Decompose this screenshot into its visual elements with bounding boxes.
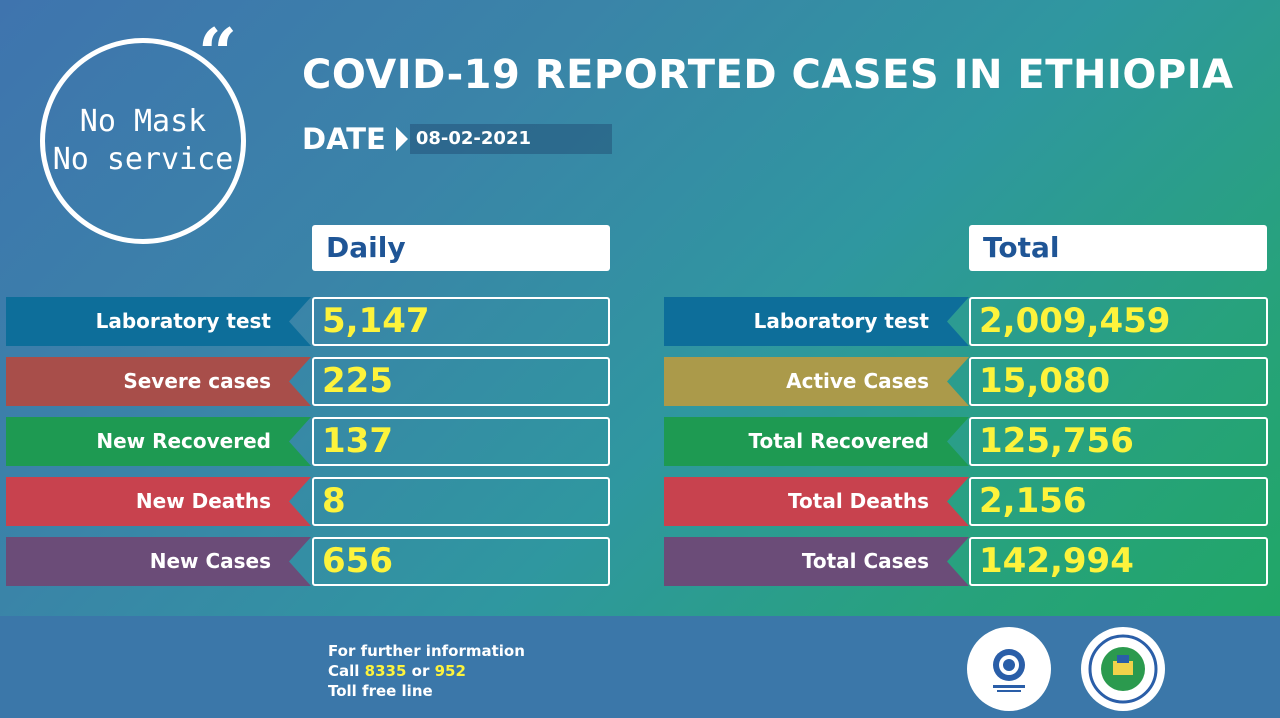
badge-line-1: No Mask: [79, 104, 207, 139]
total-stat-value: 125,756: [969, 417, 1268, 466]
daily-stat-label: New Deaths: [6, 477, 311, 526]
footer-call-line: Call 8335 or 952: [328, 661, 525, 681]
daily-stat-row: New Recovered 137: [6, 417, 610, 466]
total-header: Total: [969, 225, 1267, 271]
hotline-number-1: 8335: [364, 662, 407, 680]
daily-stat-label: Laboratory test: [6, 297, 311, 346]
total-stat-label: Laboratory test: [664, 297, 969, 346]
total-stat-row: Total Deaths 2,156: [664, 477, 1268, 526]
moh-emblem-icon: [993, 649, 1025, 692]
daily-header: Daily: [312, 225, 610, 271]
daily-stat-label: New Cases: [6, 537, 311, 586]
total-stat-value: 2,156: [969, 477, 1268, 526]
page-title: COVID-19 REPORTED CASES IN ETHIOPIA: [302, 52, 1234, 98]
total-stat-label: Total Recovered: [664, 417, 969, 466]
total-stat-label: Total Deaths: [664, 477, 969, 526]
quote-mark: “: [198, 14, 238, 94]
daily-stat-value: 137: [312, 417, 610, 466]
daily-stat-row: New Cases 656: [6, 537, 610, 586]
hotline-number-2: 952: [434, 662, 466, 680]
daily-stat-row: Severe cases 225: [6, 357, 610, 406]
total-stat-value: 2,009,459: [969, 297, 1268, 346]
daily-stat-label: Severe cases: [6, 357, 311, 406]
footer-bar: [0, 616, 1280, 718]
ephi-logo: [1081, 627, 1165, 711]
footer-contact-info: For further information Call 8335 or 952…: [328, 641, 525, 701]
daily-stat-value: 656: [312, 537, 610, 586]
badge-line-2: No service: [52, 142, 234, 177]
total-stat-label: Total Cases: [664, 537, 969, 586]
total-stat-label: Active Cases: [664, 357, 969, 406]
daily-stat-row: Laboratory test 5,147: [6, 297, 610, 346]
daily-stat-label: New Recovered: [6, 417, 311, 466]
footer-or: or: [411, 662, 430, 680]
total-stat-value: 142,994: [969, 537, 1268, 586]
total-stat-row: Laboratory test 2,009,459: [664, 297, 1268, 346]
total-stat-row: Total Recovered 125,756: [664, 417, 1268, 466]
daily-stat-value: 225: [312, 357, 610, 406]
date-label: DATE: [302, 122, 386, 156]
date-row: DATE 08-02-2021: [302, 122, 612, 156]
date-value: 08-02-2021: [409, 124, 612, 154]
daily-stat-row: New Deaths 8: [6, 477, 610, 526]
ephi-emblem-icon: [1088, 634, 1158, 704]
date-arrow-icon: [395, 127, 408, 151]
footer-line-1: For further information: [328, 642, 525, 660]
no-mask-badge: No Mask No service: [40, 38, 246, 244]
footer-line-3: Toll free line: [328, 682, 433, 700]
daily-stat-value: 5,147: [312, 297, 610, 346]
total-stat-row: Active Cases 15,080: [664, 357, 1268, 406]
ministry-of-health-logo: [967, 627, 1051, 711]
total-stat-value: 15,080: [969, 357, 1268, 406]
footer-call-prefix: Call: [328, 662, 360, 680]
total-stat-row: Total Cases 142,994: [664, 537, 1268, 586]
daily-stat-value: 8: [312, 477, 610, 526]
